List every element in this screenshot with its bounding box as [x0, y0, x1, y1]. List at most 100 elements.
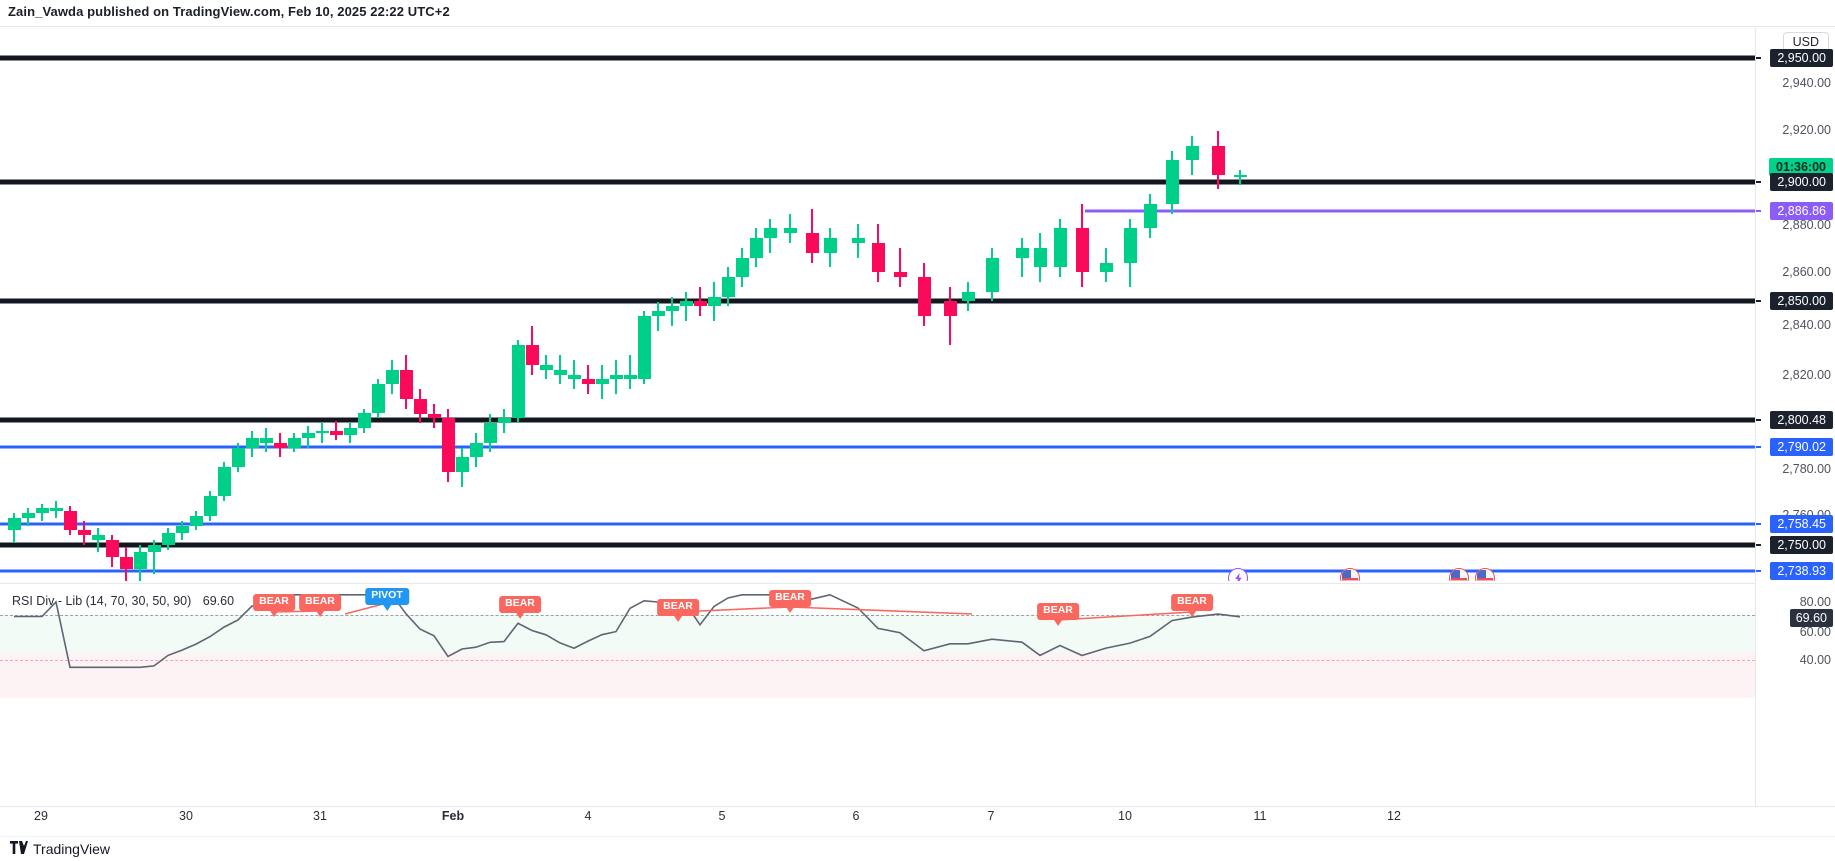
candle: [679, 291, 693, 321]
tradingview-logo[interactable]: TradingView: [10, 841, 110, 857]
us-flag-icon[interactable]: [1449, 568, 1469, 581]
level-line-support-2800[interactable]: [0, 417, 1755, 423]
price-label-284000: 2,840.00: [1782, 318, 1831, 332]
candle: [735, 247, 749, 287]
price-label-288686[interactable]: 2,886.86: [1770, 202, 1833, 220]
candle-body: [1053, 228, 1067, 268]
candle: [329, 420, 343, 441]
axis-tick: [1756, 446, 1761, 448]
candle-body: [1185, 145, 1199, 161]
candle: [371, 379, 385, 419]
rsi-lower-zone: [0, 652, 1755, 698]
candle: [483, 413, 497, 453]
candle-body: [893, 272, 907, 278]
candle: [175, 520, 189, 541]
bearish-divergence-tag[interactable]: BEAR: [1171, 594, 1213, 616]
candle: [217, 462, 231, 502]
candle: [119, 547, 133, 581]
candle: [805, 208, 819, 263]
candle: [63, 506, 77, 536]
candle-body: [749, 238, 763, 258]
candle: [1015, 238, 1029, 278]
price-axis[interactable]: USD 2,950.00 2,940.00 2,920.00 01:36:00 2,90…: [1756, 28, 1835, 806]
candle-body: [217, 467, 231, 497]
price-label-290000[interactable]: 2,900.00: [1770, 173, 1833, 191]
level-line-support-2790[interactable]: [0, 445, 1755, 449]
rsi-legend[interactable]: RSI Div - Lib (14, 70, 30, 50, 90) 69.60: [12, 594, 234, 608]
price-label-273893[interactable]: 2,738.93: [1770, 562, 1833, 580]
bearish-divergence-tag[interactable]: BEAR: [299, 594, 341, 616]
price-label-275845[interactable]: 2,758.45: [1770, 515, 1833, 533]
pane-separator: [0, 583, 1755, 584]
candle-wick: [321, 423, 323, 443]
price-label-288000: 2,880.00: [1782, 218, 1831, 232]
time-label-12: 12: [1387, 809, 1401, 823]
time-axis[interactable]: 29 30 31 Feb 4 5 6 7 10 11 12: [0, 806, 1755, 836]
bearish-divergence-tag[interactable]: BEAR: [253, 594, 295, 616]
candle-body: [91, 535, 105, 541]
divergence-line: [344, 602, 388, 615]
candle-body: [497, 418, 511, 424]
currency-badge[interactable]: USD: [1782, 32, 1829, 52]
candle: [1099, 247, 1113, 282]
lightning-icon[interactable]: [1228, 568, 1248, 581]
rsi-indicator-pane[interactable]: RSI Div - Lib (14, 70, 30, 50, 90) 69.60…: [0, 584, 1755, 806]
candle: [1053, 218, 1067, 278]
level-line-support-2850[interactable]: [0, 298, 1755, 304]
bearish-divergence-tag[interactable]: BEAR: [1037, 603, 1079, 625]
price-label-279002[interactable]: 2,790.02: [1770, 438, 1833, 456]
candle-body: [315, 430, 329, 433]
price-label-280048[interactable]: 2,800.48: [1770, 411, 1833, 429]
candle: [203, 491, 217, 521]
candle: [1143, 194, 1157, 239]
bearish-divergence-tag[interactable]: BEAR: [657, 599, 699, 621]
rsi-band-line: [0, 615, 1755, 616]
price-label-295000[interactable]: 2,950.00: [1770, 49, 1833, 67]
candle-body: [679, 301, 693, 307]
candle-body: [539, 364, 553, 370]
level-line-resistance-2900[interactable]: [0, 179, 1755, 185]
level-line-support-2758[interactable]: [0, 522, 1755, 526]
price-label-013600[interactable]: 01:36:00: [1768, 158, 1833, 176]
time-label-6: 6: [852, 809, 860, 823]
header-divider: [0, 26, 1835, 27]
price-label-285000[interactable]: 2,850.00: [1770, 292, 1833, 310]
price-label-275000[interactable]: 2,750.00: [1770, 536, 1833, 554]
candle: [231, 442, 245, 472]
candle-body: [7, 518, 21, 531]
candle: [259, 428, 273, 453]
candle-body: [783, 228, 797, 234]
axis-tick: [1756, 300, 1761, 302]
candle-body: [161, 532, 175, 545]
bearish-divergence-tag[interactable]: BEAR: [499, 596, 541, 618]
candle: [1165, 150, 1179, 214]
level-line-resistance-2950[interactable]: [0, 55, 1755, 61]
us-flag-icon[interactable]: [1475, 568, 1495, 581]
candle-body: [763, 228, 777, 239]
candle-body: [1233, 174, 1247, 178]
level-line-support-2750[interactable]: [0, 542, 1755, 548]
candle-body: [1099, 262, 1113, 273]
candle-body: [343, 428, 357, 436]
rsi-band-line: [0, 660, 1755, 661]
rsi-axis-label-6960[interactable]: 69.60: [1789, 609, 1833, 627]
candle-body: [1015, 247, 1029, 258]
candle-body: [823, 238, 837, 253]
candle: [943, 286, 957, 346]
axis-tick: [1756, 181, 1761, 183]
level-line-pivot-2886[interactable]: [1085, 209, 1755, 213]
pivot-tag[interactable]: PIVOT: [365, 588, 409, 610]
price-pane[interactable]: [0, 28, 1755, 581]
time-label-11: 11: [1253, 809, 1267, 823]
level-line-support-2738[interactable]: [0, 569, 1755, 573]
candle-body: [119, 557, 133, 570]
rsi-axis-label-8000: 80.00: [1799, 595, 1831, 609]
us-flag-icon[interactable]: [1340, 568, 1360, 581]
candle-body: [1075, 228, 1089, 273]
bearish-divergence-tag[interactable]: BEAR: [769, 590, 811, 612]
candle-body: [105, 540, 119, 558]
candle-body: [595, 379, 609, 385]
candle: [161, 527, 175, 550]
candle-wick: [671, 296, 673, 326]
